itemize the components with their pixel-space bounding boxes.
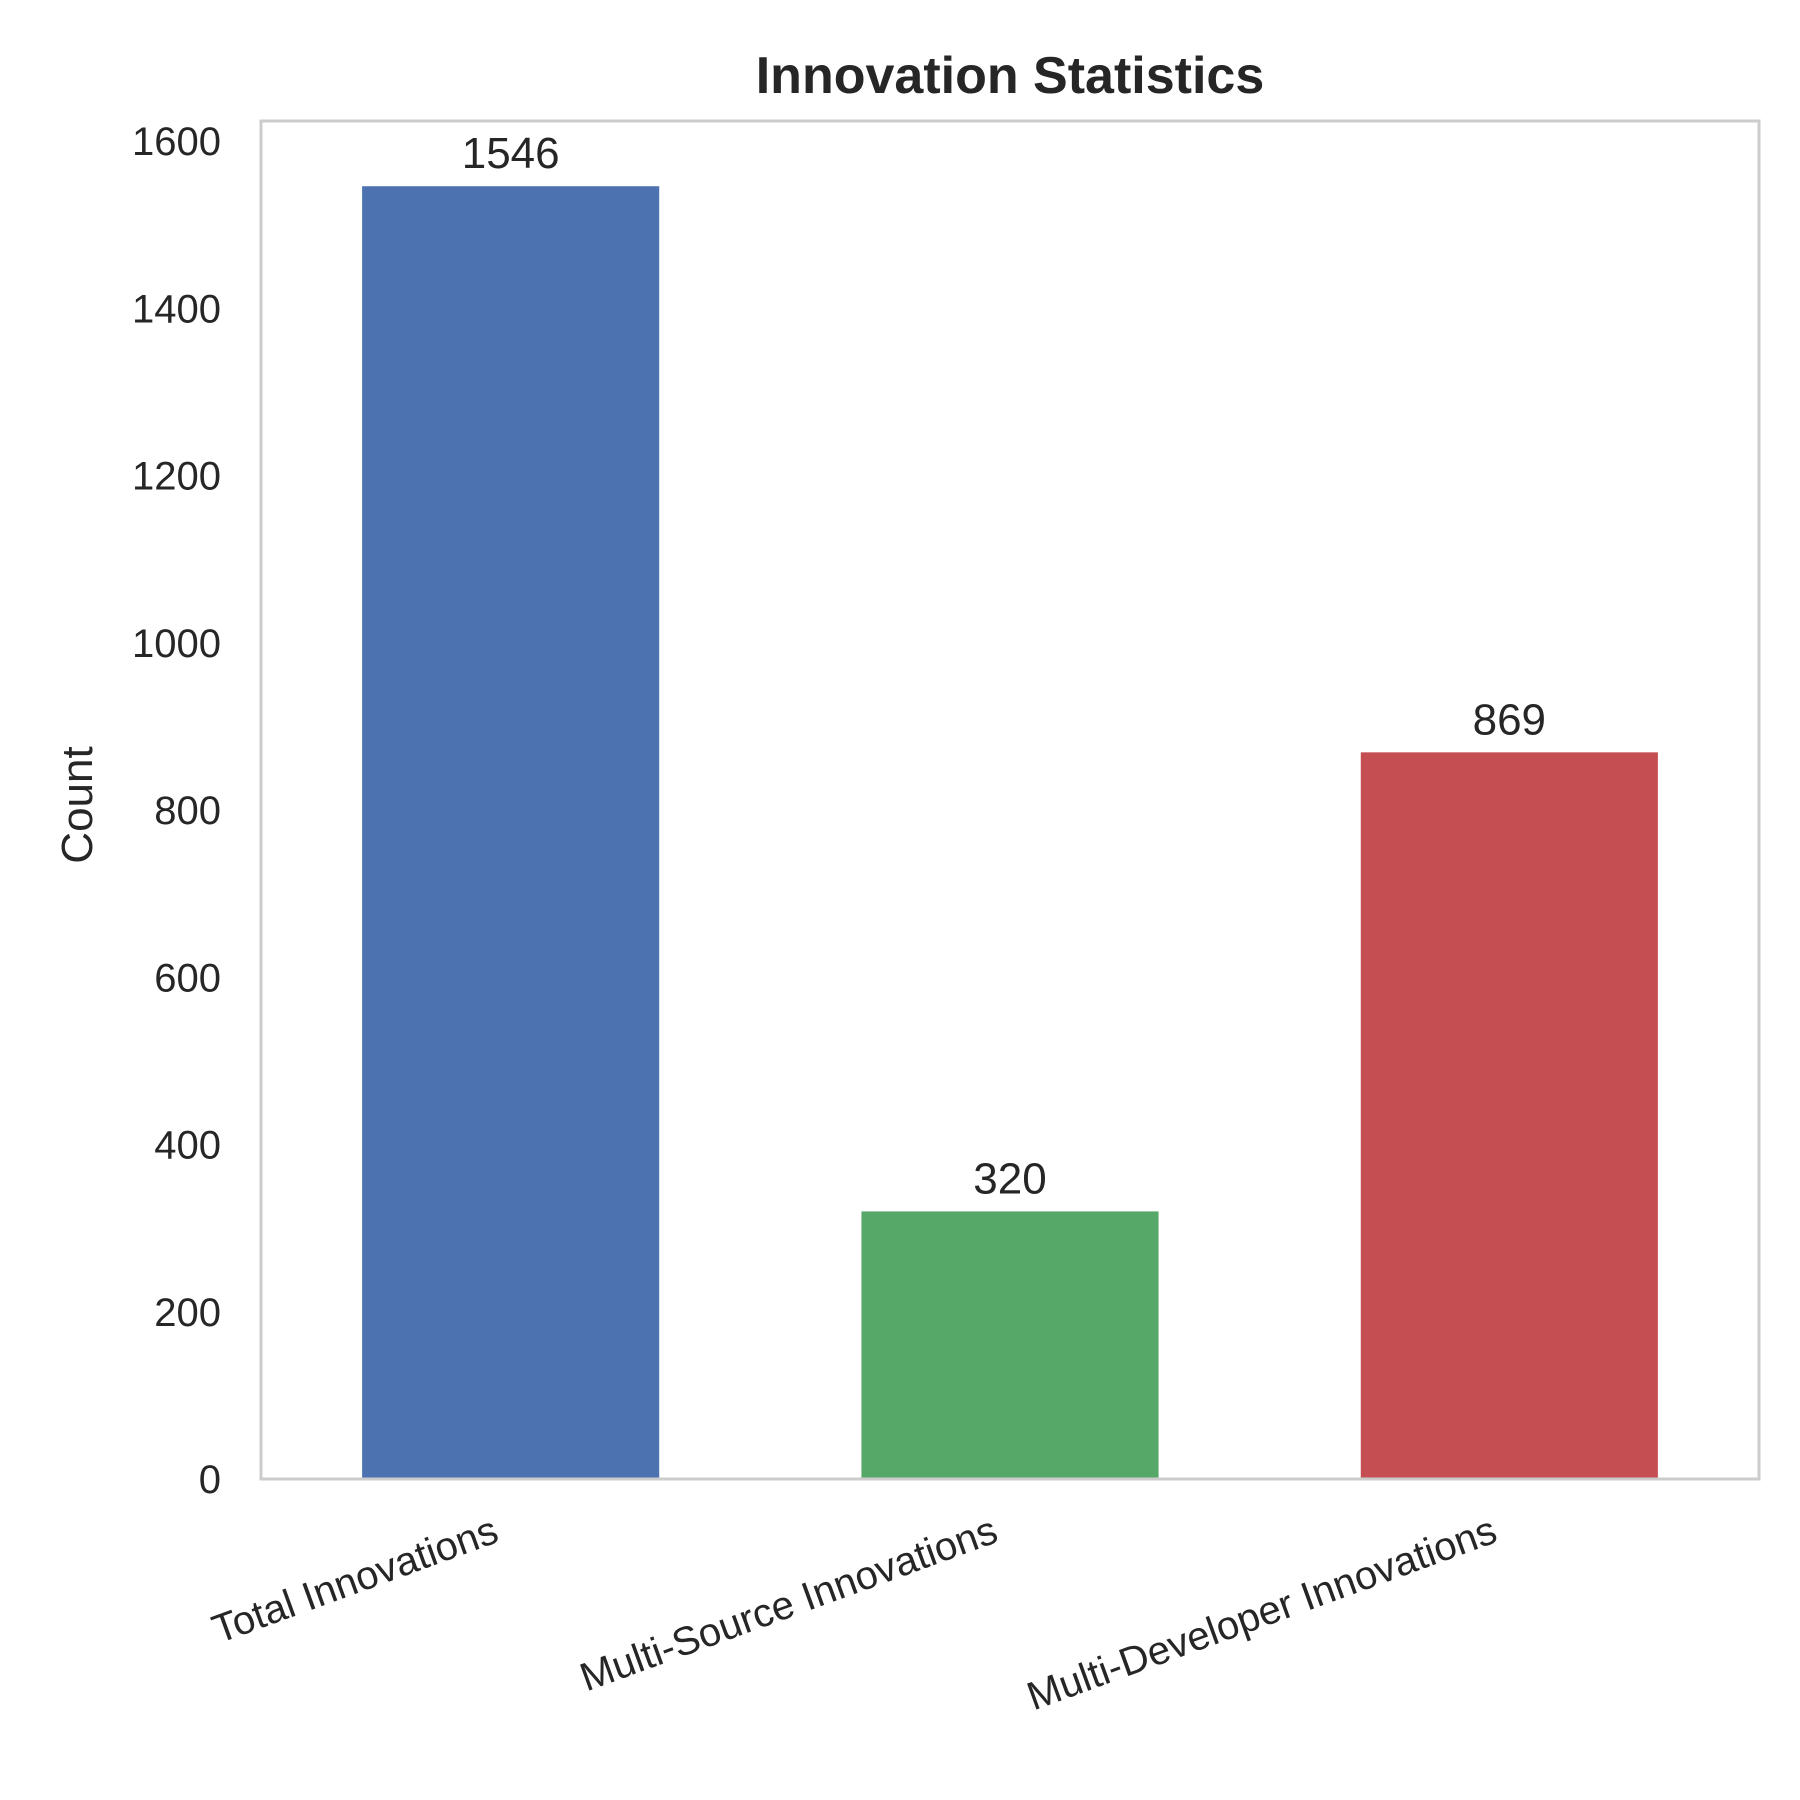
x-tick-label: Multi-Source Innovations	[574, 1508, 1003, 1700]
y-tick-label: 600	[154, 956, 221, 1000]
y-tick-label: 1400	[132, 287, 221, 331]
bar-total-innovations	[362, 186, 660, 1480]
y-tick-label: 1000	[132, 622, 221, 666]
y-tick-label: 200	[154, 1291, 221, 1335]
chart-title: Innovation Statistics	[756, 47, 1265, 105]
x-tick-label: Multi-Developer Innovations	[1021, 1508, 1502, 1719]
y-axis-ticks: 0 200 400 600 800 1000 1200 1400 1600	[132, 120, 221, 1502]
bar-value-label: 869	[1473, 695, 1546, 744]
y-tick-label: 1600	[132, 120, 221, 164]
bar-multi-source-innovations	[861, 1211, 1159, 1479]
bar-value-label: 320	[973, 1154, 1046, 1203]
plot-frame	[259, 119, 1761, 1481]
y-tick-label: 1200	[132, 455, 221, 499]
bar-multi-developer-innovations	[1360, 752, 1658, 1479]
bar-value-label: 1546	[462, 129, 560, 178]
x-tick-label: Total Innovations	[207, 1508, 504, 1652]
bar-value-labels: 1546 320 869	[462, 129, 1546, 1203]
y-tick-label: 400	[154, 1124, 221, 1168]
y-tick-label: 0	[199, 1458, 221, 1502]
y-tick-label: 800	[154, 789, 221, 833]
y-axis-label: Count	[53, 746, 102, 863]
x-axis-ticks: Total Innovations Multi-Source Innovation…	[207, 1508, 1503, 1719]
bars-layer	[362, 186, 1658, 1480]
